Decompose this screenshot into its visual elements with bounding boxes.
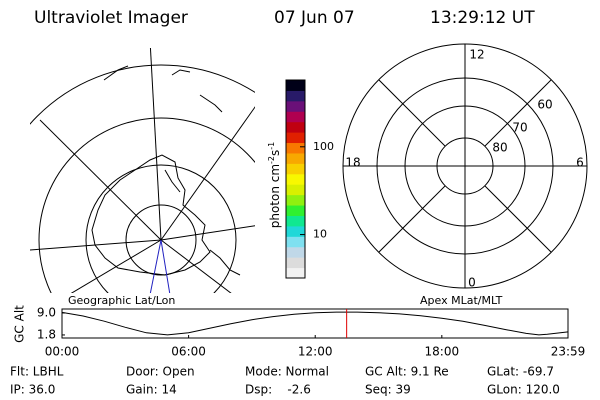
tick-label: 100 (313, 140, 334, 153)
date: 07 Jun 07 (274, 8, 355, 28)
info-field: IP: 36.0 (10, 383, 55, 397)
info-field: GC Alt: 9.1 Re (365, 365, 449, 379)
x-tick-label: 23:59 (551, 345, 586, 359)
color-swatch (286, 111, 305, 123)
mlt-label: 12 (469, 48, 484, 62)
info-field: Flt: LBHL (10, 365, 64, 379)
label-text: photon cm (268, 164, 282, 228)
info-field: Seq: 39 (365, 383, 411, 397)
color-swatch (286, 173, 305, 185)
colorbar: 10 100 (285, 79, 334, 279)
x-tick-label: 06:00 (171, 345, 206, 359)
color-swatch (286, 184, 305, 196)
label-exp: -1 (267, 142, 276, 150)
colorbar-frame (285, 79, 306, 279)
label-exp: -2 (267, 156, 276, 164)
time: 13:29:12 UT (430, 8, 535, 28)
color-swatch (286, 246, 305, 258)
mlt-label: 0 (468, 276, 476, 290)
x-tick-label: 18:00 (425, 345, 460, 359)
info-field: Gain: 14 (126, 383, 177, 397)
color-swatch (286, 142, 305, 154)
color-swatch (286, 215, 305, 227)
label-text: s (268, 150, 282, 156)
color-swatch (286, 257, 305, 269)
info-field: Dsp: -2.6 (245, 383, 311, 397)
color-swatch (286, 267, 305, 279)
info-field: Door: Open (126, 365, 195, 379)
info-field: GLat: -69.7 (487, 365, 554, 379)
geo-map (30, 48, 255, 293)
lat-label: 70 (512, 121, 527, 135)
altitude-line (61, 311, 569, 336)
color-swatch (286, 132, 305, 144)
y-tick-label: 1.8 (37, 327, 56, 341)
color-swatch (286, 194, 305, 206)
x-tick-label: 00:00 (45, 345, 80, 359)
lat-label: 60 (537, 98, 552, 112)
y-axis-label: GC Alt (13, 305, 27, 343)
timeline: 00:00 06:00 12:00 18:00 23:59 9.0 1.8 (37, 305, 585, 358)
x-tick-label: 12:00 (298, 345, 333, 359)
color-swatch (286, 205, 305, 216)
mlt-label: 6 (576, 156, 584, 170)
y-tick-label: 9.0 (37, 305, 56, 319)
color-swatch (286, 152, 305, 164)
footer: Flt: LBHL Door: Open Mode: Normal GC Alt: 9… (10, 365, 560, 397)
plot-frame (61, 308, 569, 339)
geo-label: Geographic Lat/Lon (68, 294, 175, 307)
tick-label: 10 (313, 228, 327, 241)
color-swatch (286, 236, 305, 248)
colorbar-label: photon cm-2s-1 (267, 142, 282, 229)
mlt-label: 18 (345, 156, 360, 170)
color-swatch (286, 90, 305, 102)
info-field: GLon: 120.0 (487, 383, 560, 397)
polar-label: Apex MLat/MLT (420, 294, 503, 307)
info-field: Mode: Normal (245, 365, 329, 379)
title: Ultraviolet Imager (34, 8, 188, 28)
lat-label: 80 (492, 141, 507, 155)
polar-grid (342, 43, 588, 289)
color-swatch (286, 100, 305, 112)
color-swatch (286, 163, 305, 175)
color-swatch (286, 121, 305, 133)
color-swatch (286, 225, 305, 237)
color-swatch (286, 80, 305, 91)
